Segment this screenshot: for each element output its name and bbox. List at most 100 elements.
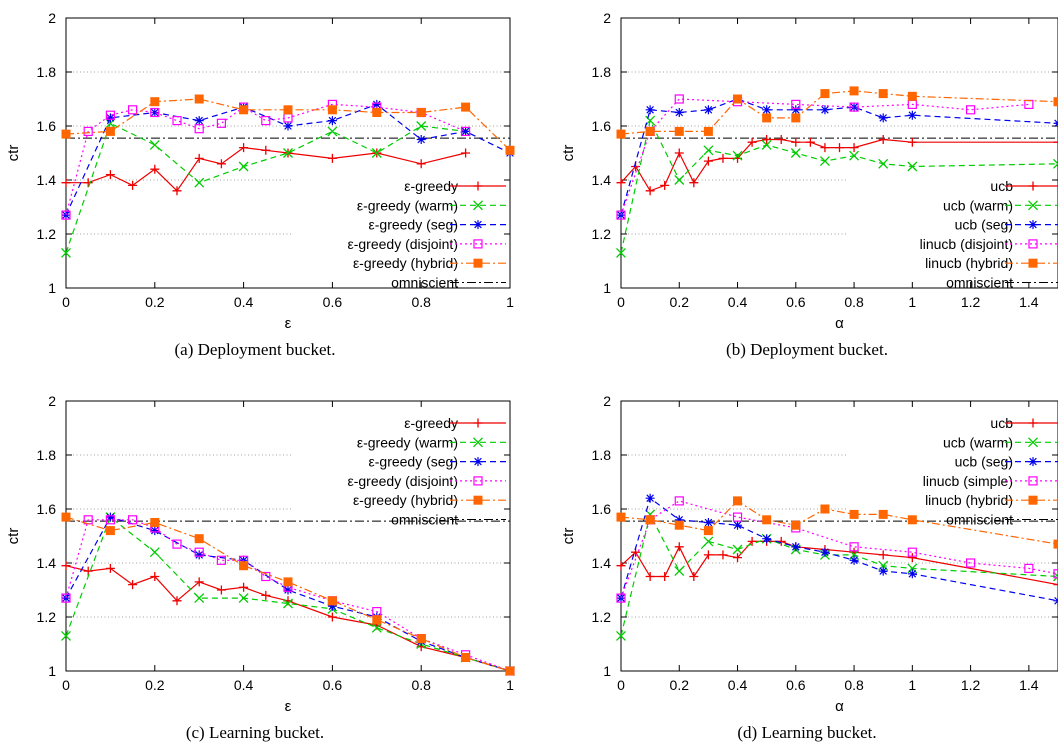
data-point — [283, 105, 293, 115]
data-point — [732, 512, 743, 522]
y-tick-label: 1.2 — [37, 609, 57, 625]
series-line — [620, 497, 1058, 602]
data-point — [372, 108, 382, 117]
data-point — [461, 126, 471, 136]
data-point — [283, 577, 293, 587]
data-point — [1053, 137, 1058, 147]
legend-marker — [1028, 418, 1038, 428]
data-point — [150, 518, 160, 527]
y-tick-label: 1 — [48, 280, 56, 296]
data-point — [128, 180, 138, 190]
data-point — [105, 526, 115, 536]
data-point — [849, 150, 860, 161]
data-point — [1053, 571, 1058, 582]
data-point — [907, 547, 917, 557]
data-point — [194, 94, 204, 104]
x-tick-label: 0 — [617, 677, 625, 693]
legend-label: omniscient — [391, 512, 458, 528]
data-point — [791, 113, 801, 123]
legend-marker — [1028, 200, 1038, 211]
legend-label: ε-greedy — [404, 178, 458, 194]
data-point — [674, 94, 684, 104]
data-point — [261, 115, 271, 126]
legend-marker — [1028, 457, 1038, 467]
series-line — [65, 516, 511, 672]
x-tick-label: 1.2 — [961, 677, 981, 693]
data-point — [674, 496, 684, 506]
data-point — [674, 566, 685, 577]
data-point — [878, 135, 888, 144]
series-line — [65, 122, 466, 254]
data-point — [805, 137, 815, 147]
data-point — [1053, 569, 1058, 579]
y-tick-label: 1.4 — [37, 555, 57, 571]
data-point — [849, 555, 859, 565]
data-point — [61, 512, 71, 522]
y-tick-label: 1.4 — [37, 172, 57, 188]
data-point — [703, 156, 713, 166]
series-line — [620, 118, 1058, 254]
x-tick-label: 0.6 — [323, 294, 343, 310]
y-tick-label: 1.4 — [592, 172, 612, 188]
data-point — [216, 555, 226, 565]
x-tick-label: 0.2 — [145, 677, 165, 693]
data-point — [83, 126, 93, 137]
chart-panel-d: 0 0.2 0.4 0.6 0.8 1 1.2 1.4 1 1.2 1.4 1.6 1.8 2 α ctr uc… — [560, 393, 1058, 742]
data-point — [216, 159, 226, 169]
data-point — [718, 550, 728, 560]
x-tick-label: 0.2 — [670, 677, 690, 693]
y-tick-label: 2 — [603, 10, 611, 26]
data-point — [83, 566, 93, 576]
x-tick-label: 1.4 — [1019, 677, 1039, 693]
data-point — [747, 137, 757, 147]
y-axis-label: ctr — [560, 145, 577, 162]
data-point — [761, 139, 772, 150]
data-point — [150, 107, 160, 118]
legend-label: ε-greedy — [404, 415, 458, 431]
data-point — [878, 566, 888, 576]
legend-label: ε-greedy (warm) — [357, 197, 458, 213]
data-point — [327, 153, 337, 163]
data-point — [283, 121, 293, 131]
data-point — [105, 512, 115, 522]
data-point — [371, 148, 382, 158]
data-point — [674, 520, 684, 530]
data-point — [674, 515, 684, 525]
data-point — [261, 145, 271, 155]
panel-caption: (a) Deployment bucket. — [175, 340, 336, 359]
data-point — [372, 615, 382, 625]
data-point — [61, 210, 71, 220]
data-point — [616, 178, 626, 188]
data-point — [689, 572, 699, 581]
x-tick-label: 0.6 — [786, 294, 806, 310]
data-point — [849, 102, 859, 112]
data-point — [616, 561, 626, 571]
x-tick-label: 1 — [506, 677, 514, 693]
data-point — [820, 143, 830, 153]
data-point — [762, 105, 772, 115]
data-point — [674, 175, 685, 185]
data-point — [194, 116, 204, 126]
data-point — [849, 143, 859, 153]
chart-panel-c: 0 0.2 0.4 0.6 0.8 1 1 1.2 1.4 1.6 1.8 2 ε ctr ε-greedy… — [5, 393, 515, 742]
legend-marker — [473, 181, 483, 191]
x-tick-label: 0.8 — [844, 677, 864, 693]
data-point — [461, 653, 471, 662]
data-point — [703, 550, 713, 560]
data-point — [645, 515, 655, 525]
data-point — [283, 598, 293, 609]
panel-caption: (b) Deployment bucket. — [726, 340, 888, 359]
series-line — [65, 516, 511, 672]
data-point — [907, 515, 917, 525]
data-point — [762, 135, 772, 144]
data-point — [61, 593, 71, 603]
x-tick-label: 1.2 — [961, 294, 981, 310]
x-axis-label: α — [835, 315, 844, 332]
data-point — [239, 561, 249, 571]
data-point — [239, 582, 249, 592]
data-point — [674, 126, 684, 136]
data-point — [733, 94, 743, 104]
data-point — [907, 161, 918, 172]
data-point — [327, 126, 338, 137]
